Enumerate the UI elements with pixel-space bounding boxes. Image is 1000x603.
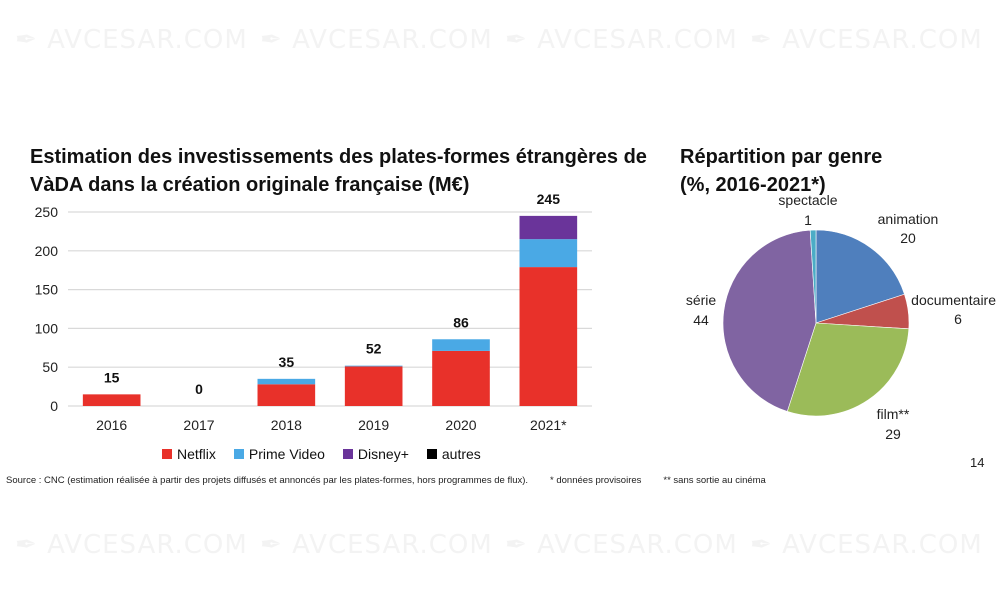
- y-tick-label: 250: [35, 204, 59, 220]
- bar-segment-disney: [519, 215, 578, 240]
- pie-slice-spectacle: [809, 229, 817, 324]
- bar-total-label: 15: [104, 369, 120, 385]
- x-tick-label: 2020: [445, 417, 476, 433]
- watermark: ✒ AVCESAR.COM: [750, 530, 983, 560]
- pie-chart-title: Répartition par genre (%, 2016-2021*): [680, 143, 980, 199]
- bar-segment-prime-video: [519, 239, 578, 268]
- legend-item-disney: Disney+: [342, 446, 409, 462]
- pie-value-serie: 44: [693, 312, 709, 328]
- bar-segment-netflix: [432, 350, 490, 406]
- bar-segment-prime-video: [257, 378, 316, 385]
- bar-segment-prime-video: [344, 365, 403, 367]
- bar-total-label: 35: [279, 354, 295, 370]
- provisional-note: * données provisoires: [550, 475, 642, 486]
- bar-segment-netflix: [82, 394, 141, 406]
- legend-item-autres: autres: [426, 446, 481, 462]
- bar-total-label: 86: [453, 314, 469, 330]
- watermark: ✒ AVCESAR.COM: [260, 530, 493, 560]
- pie-label-serie: série: [686, 292, 717, 308]
- legend-label: Disney+: [357, 446, 409, 462]
- bar-chart-title: Estimation des investissements des plate…: [30, 143, 650, 199]
- pie-label-animation: animation: [878, 211, 939, 227]
- legend-label: Netflix: [177, 446, 216, 462]
- bar-segment-netflix: [257, 384, 316, 406]
- y-tick-label: 50: [42, 359, 58, 375]
- pie-slice-film: [786, 322, 910, 417]
- bar-segment-netflix: [519, 267, 578, 406]
- bar-segment-prime-video: [432, 339, 490, 351]
- pie-chart-title-line-2: (%, 2016-2021*): [680, 174, 826, 196]
- watermark: ✒ AVCESAR.COM: [15, 25, 248, 55]
- page-number: 14: [970, 455, 985, 470]
- bar-total-label: 52: [366, 341, 382, 357]
- y-tick-label: 100: [35, 320, 59, 336]
- watermark: ✒ AVCESAR.COM: [750, 25, 983, 55]
- y-tick-label: 150: [35, 282, 59, 298]
- bar-chart-legend: Netflix Prime Video Disney+ autres: [162, 446, 481, 462]
- x-tick-label: 2017: [183, 417, 214, 433]
- pie-value-documentaire: 6: [954, 311, 962, 327]
- legend-swatch-disney: [342, 449, 353, 459]
- pie-slice-animation: [815, 229, 905, 324]
- watermark: ✒ AVCESAR.COM: [505, 25, 738, 55]
- x-tick-label: 2018: [271, 417, 302, 433]
- legend-label: Prime Video: [248, 446, 325, 462]
- legend-item-netflix: Netflix: [162, 446, 216, 462]
- x-tick-label: 2021*: [530, 417, 567, 433]
- pie-label-film: film**: [877, 406, 910, 422]
- legend-swatch-prime-video: [233, 449, 244, 459]
- legend-item-prime-video: Prime Video: [233, 446, 325, 462]
- pie-value-animation: 20: [900, 230, 916, 246]
- bar-chart-title-line-2: VàDA dans la création originale français…: [30, 174, 470, 196]
- y-tick-label: 0: [50, 398, 58, 414]
- watermark: ✒ AVCESAR.COM: [15, 530, 248, 560]
- legend-swatch-autres: [426, 449, 437, 459]
- watermark: ✒ AVCESAR.COM: [505, 530, 738, 560]
- bar-segment-netflix: [344, 366, 403, 406]
- bar-total-label: 0: [195, 381, 203, 397]
- x-tick-label: 2019: [358, 417, 389, 433]
- watermark: ✒ AVCESAR.COM: [260, 25, 493, 55]
- x-tick-label: 2016: [96, 417, 127, 433]
- bar-chart-title-line-1: Estimation des investissements des plate…: [30, 146, 647, 168]
- legend-swatch-netflix: [162, 449, 172, 459]
- cinema-note: ** sans sortie au cinéma: [663, 475, 766, 486]
- y-tick-label: 200: [35, 243, 59, 259]
- pie-value-spectacle: 1: [804, 212, 812, 228]
- pie-slice-serie: [722, 229, 817, 412]
- source-note: Source : CNC (estimation réalisée à part…: [6, 475, 529, 486]
- pie-slice-documentaire: [815, 293, 910, 330]
- legend-label: autres: [441, 446, 481, 462]
- footer: Source : CNC (estimation réalisée à part…: [6, 475, 766, 486]
- pie-value-film: 29: [885, 426, 901, 442]
- pie-label-documentaire: documentaire: [911, 292, 996, 308]
- pie-chart-title-line-1: Répartition par genre: [680, 146, 883, 168]
